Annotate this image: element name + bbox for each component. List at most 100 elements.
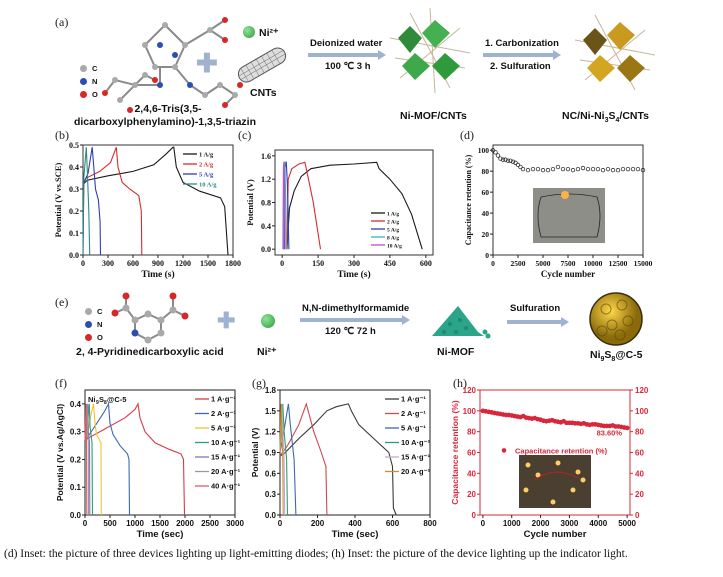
nitrogen-atom-icon [80, 78, 87, 85]
x-tick-label: 4000 [589, 519, 607, 528]
y-tick-label: 0.8 [261, 199, 271, 208]
retention-annotation: 83.60% [597, 429, 623, 438]
data-point [503, 157, 508, 162]
ni-mof-pile-icon [432, 306, 491, 339]
data-point [590, 166, 596, 172]
y-tick-label: 0.2 [70, 455, 82, 464]
plus-icon: ✚ [196, 48, 218, 78]
inset-wire [534, 471, 579, 481]
reaction-arrow-1-e [300, 315, 410, 325]
y-tick-label: 0.3 [69, 185, 79, 194]
product-label-e: Ni9S8@C-5 [590, 349, 643, 364]
y-axis-label: Potential (V vs.SCE) [53, 162, 63, 237]
legend-label: 5 A·g⁻¹ [401, 424, 426, 433]
y-tick-label: 0.6 [265, 469, 277, 478]
step2-condition-bottom-a: 2. Sulfuration [490, 61, 551, 72]
y-axis-label: Capacitance retention (%) [465, 154, 473, 245]
data-point [505, 158, 511, 163]
data-point [575, 166, 581, 172]
y-tick-label: 0.3 [70, 428, 82, 437]
x-axis-label: Time (sec) [332, 529, 379, 540]
x-axis-label: Time (s) [141, 269, 174, 280]
indicator-light-icon [580, 477, 586, 483]
data-point [490, 148, 496, 153]
legend-label: 1 A/g [199, 152, 214, 159]
data-point [498, 156, 503, 161]
x-tick-label: 12500 [609, 259, 628, 268]
legend-label: 20 A·g⁻¹ [211, 467, 241, 476]
data-point [610, 167, 616, 173]
y-tick-label: 0 [485, 251, 489, 260]
inset-photo-indicator [519, 455, 591, 508]
series-line-1 [82, 147, 143, 256]
inset-background [533, 188, 605, 243]
y-tick-label: 0.4 [261, 222, 271, 231]
ligand-name-line1: 2,4,6-Tris(3,5- [134, 103, 202, 115]
legend-label: 1 A·g⁻¹ [211, 395, 236, 404]
data-point [635, 166, 641, 172]
data-point [500, 157, 506, 162]
ligand-name-e: 2, 4-Pyridinedicarboxylic acid [76, 346, 224, 358]
series-line-0 [279, 403, 397, 516]
x-tick-label: 600 [386, 519, 400, 528]
data-point [545, 167, 551, 173]
y-tick-label: 0.0 [69, 251, 79, 260]
data-point [518, 164, 523, 170]
carbon-atom-icon [85, 308, 92, 315]
series-line-1 [279, 402, 328, 516]
x-tick-label: 450 [384, 259, 396, 268]
y-tick-label: 1.2 [265, 428, 277, 437]
x-tick-label: 900 [152, 259, 164, 268]
panel-label-h: (h) [453, 376, 467, 390]
ni9s8-c5-sphere-icon [589, 292, 643, 346]
plus-icon: ✚ [217, 308, 236, 333]
y-tick-label: 60 [467, 449, 476, 458]
panel-label-e: (e) [55, 295, 69, 309]
element-legend-a: C N O [80, 62, 98, 101]
y-tick-label: 0.1 [70, 483, 82, 492]
carbon-atom-icon [80, 65, 87, 72]
legend-label: 5 A/g [387, 228, 399, 234]
y-tick-label: 0.0 [70, 511, 82, 520]
y2-tick-label: 80 [635, 428, 644, 437]
y2-tick-label: 120 [635, 386, 649, 395]
y2-tick-label: 40 [635, 469, 644, 478]
triazine-ligand-molecule [102, 17, 243, 113]
x-tick-label: 200 [311, 519, 325, 528]
data-point [530, 166, 536, 172]
legend-label: 2 A/g [387, 220, 399, 226]
y-tick-label: 0.4 [69, 163, 79, 172]
ni-ion-label-a: Ni²⁺ [259, 27, 279, 39]
x-tick-label: 400 [348, 519, 362, 528]
annotation-sub: 8 [104, 400, 107, 406]
indicator-light-icon [570, 487, 576, 493]
legend-label: 5 A·g⁻¹ [211, 424, 236, 433]
legend-label: 10 A·g⁻¹ [211, 438, 241, 447]
legend-label: Capacitance retention (%) [515, 446, 608, 455]
legend-label: 15 A·g⁻¹ [401, 453, 431, 462]
y-tick-label: 0.5 [69, 141, 79, 150]
x-tick-label: 0 [83, 519, 88, 528]
x-tick-label: 2000 [532, 519, 550, 528]
y-tick-label: 20 [467, 490, 476, 499]
y-axis-label: Potential (V) [250, 428, 260, 478]
y-axis-label: Potential (V) [245, 179, 255, 226]
legend-label: 20 A·g⁻¹ [401, 467, 431, 476]
intermediate-label-a: Ni-MOF/CNTs [400, 110, 467, 122]
data-point [535, 166, 541, 172]
x-tick-label: 7500 [561, 259, 576, 268]
y-tick-label: 80 [482, 167, 490, 176]
legend-label: 40 A·g⁻¹ [211, 482, 241, 491]
data-point [555, 164, 561, 170]
annotation-c5: @C-5 [107, 395, 126, 404]
y-tick-label: 40 [482, 209, 490, 218]
y-tick-label: 100 [463, 407, 477, 416]
y-tick-label: 120 [463, 386, 477, 395]
x-tick-label: 1500 [200, 259, 216, 268]
element-legend-e: C N O [85, 305, 103, 344]
x-tick-label: 10000 [584, 259, 603, 268]
figure-caption: (d) Inset: the picture of three devices … [4, 548, 628, 560]
chart-c-gcd-device: 0 150 300 450 600 0.0 0.4 0.8 1.2 1.6 Time (s) Pote… [245, 149, 434, 280]
pyridinedicarboxylic-acid-molecule [111, 292, 189, 344]
y-axis-label: Capacitance retention (%) [452, 400, 460, 505]
